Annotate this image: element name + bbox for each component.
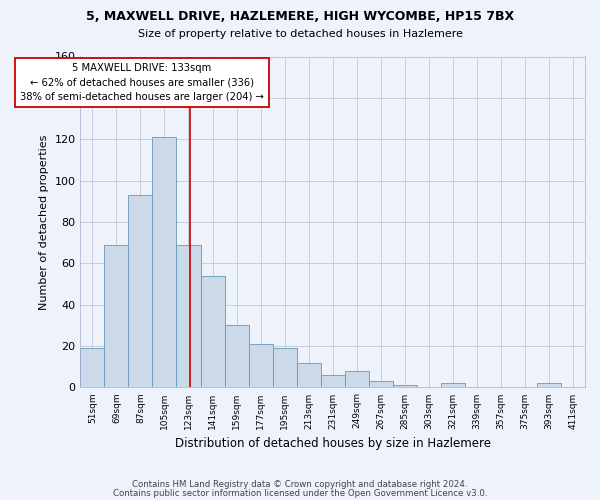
- Bar: [369, 381, 393, 388]
- Bar: [152, 137, 176, 388]
- Text: Contains public sector information licensed under the Open Government Licence v3: Contains public sector information licen…: [113, 489, 487, 498]
- Text: Size of property relative to detached houses in Hazlemere: Size of property relative to detached ho…: [137, 29, 463, 39]
- Bar: [176, 244, 200, 388]
- Text: Contains HM Land Registry data © Crown copyright and database right 2024.: Contains HM Land Registry data © Crown c…: [132, 480, 468, 489]
- Bar: [128, 195, 152, 388]
- Text: 5 MAXWELL DRIVE: 133sqm
← 62% of detached houses are smaller (336)
38% of semi-d: 5 MAXWELL DRIVE: 133sqm ← 62% of detache…: [20, 62, 264, 102]
- Bar: [248, 344, 272, 388]
- Bar: [272, 348, 296, 388]
- Text: 5, MAXWELL DRIVE, HAZLEMERE, HIGH WYCOMBE, HP15 7BX: 5, MAXWELL DRIVE, HAZLEMERE, HIGH WYCOMB…: [86, 10, 514, 23]
- Bar: [200, 276, 224, 388]
- Bar: [80, 348, 104, 388]
- Bar: [393, 386, 417, 388]
- Bar: [224, 326, 248, 388]
- Bar: [320, 375, 344, 388]
- X-axis label: Distribution of detached houses by size in Hazlemere: Distribution of detached houses by size …: [175, 437, 491, 450]
- Bar: [104, 244, 128, 388]
- Y-axis label: Number of detached properties: Number of detached properties: [39, 134, 49, 310]
- Bar: [441, 384, 465, 388]
- Bar: [344, 371, 369, 388]
- Bar: [296, 362, 320, 388]
- Bar: [537, 384, 561, 388]
